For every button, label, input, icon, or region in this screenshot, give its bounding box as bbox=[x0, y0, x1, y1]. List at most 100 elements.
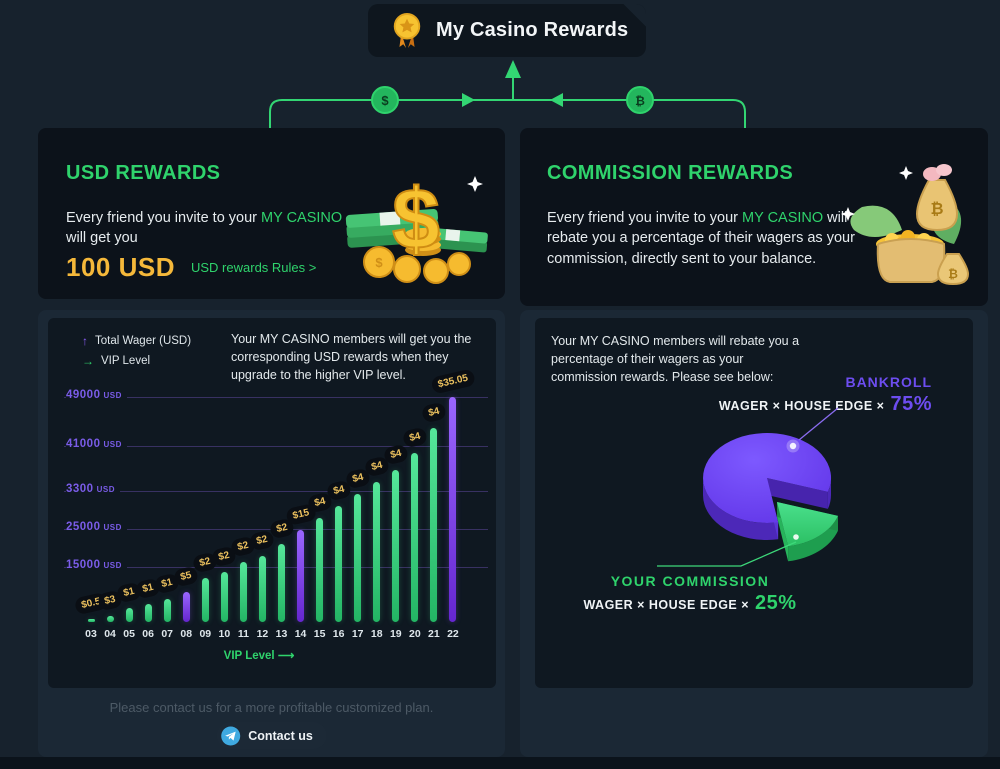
slice-highlight-dot bbox=[789, 442, 797, 450]
sparkle-icon bbox=[841, 207, 855, 221]
gridline: 3300 USD bbox=[64, 483, 488, 495]
wager-bar-15 bbox=[316, 518, 324, 622]
x-axis-tick: 18 bbox=[370, 628, 383, 640]
x-axis-tick: 06 bbox=[142, 628, 154, 640]
bankroll-label-block: BANKROLL WAGER × HOUSE EDGE × 75% bbox=[719, 374, 932, 416]
commission-rewards-card: COMMISSION REWARDS Every friend you invi… bbox=[520, 128, 988, 306]
commission-chart-panel: Your MY CASINO members will rebate you a… bbox=[535, 318, 973, 688]
contact-button-label: Contact us bbox=[248, 728, 313, 743]
up-arrow-icon: ↑ bbox=[82, 334, 88, 348]
legend-label: VIP Level bbox=[101, 355, 151, 367]
gridline: 49000 USD bbox=[64, 389, 488, 401]
y-axis-tick: 15000 USD bbox=[66, 559, 127, 571]
x-axis-tick: 22 bbox=[447, 628, 459, 640]
page-bottom-strip bbox=[0, 757, 1000, 769]
bankroll-percentage: 75% bbox=[890, 393, 932, 415]
y-axis-tick: 3300 USD bbox=[66, 483, 120, 495]
wager-bar-08 bbox=[182, 592, 190, 622]
legend-item-total-wager: ↑ Total Wager (USD) bbox=[82, 334, 191, 348]
formula-text: WAGER × HOUSE EDGE × bbox=[718, 399, 885, 413]
page-title: My Casino Rewards bbox=[436, 19, 629, 41]
contact-us-button[interactable]: Contact us bbox=[216, 722, 327, 749]
svg-text:₿: ₿ bbox=[930, 200, 943, 218]
x-axis-tick: 04 bbox=[104, 628, 116, 640]
desc-text: Every friend you invite to your bbox=[547, 210, 743, 226]
x-axis-tick: 10 bbox=[218, 628, 231, 640]
svg-text:$: $ bbox=[375, 255, 383, 270]
up-arrowhead-icon bbox=[505, 60, 521, 78]
usd-rewards-rules-link[interactable]: USD rewards Rules > bbox=[191, 260, 317, 275]
wager-bar-22 bbox=[449, 397, 457, 622]
x-axis-tick: 03 bbox=[85, 628, 97, 640]
x-axis-tick: 07 bbox=[161, 628, 174, 640]
bar-value-label: $4 bbox=[420, 401, 448, 424]
y-axis-tick: 41000 USD bbox=[66, 438, 127, 450]
pie-slice-bankroll bbox=[703, 432, 832, 540]
wager-bar-12 bbox=[258, 556, 266, 622]
commission-label-block: YOUR COMMISSION WAGER × HOUSE EDGE × 25% bbox=[555, 573, 825, 615]
bankroll-leader-line bbox=[798, 407, 839, 441]
money-bags-illustration-icon: ₿ ₿ bbox=[841, 164, 970, 286]
commission-rewards-description: Every friend you invite to your MY CASIN… bbox=[547, 208, 867, 269]
y-axis-tick: 25000 USD bbox=[66, 521, 127, 533]
bankroll-title: BANKROLL bbox=[845, 374, 932, 390]
commission-chart-description: Your MY CASINO members will rebate you a… bbox=[551, 334, 800, 385]
desc-text: will get you bbox=[66, 230, 138, 247]
wager-bar-11 bbox=[239, 562, 247, 622]
x-axis-tick: 12 bbox=[256, 628, 269, 640]
x-axis-tick: 20 bbox=[409, 628, 421, 640]
sparkle-icon bbox=[899, 166, 913, 180]
formula-text: WAGER × HOUSE EDGE × bbox=[583, 598, 750, 612]
commission-title: YOUR COMMISSION bbox=[610, 573, 770, 589]
wager-bar-04 bbox=[106, 616, 114, 622]
wager-bar-16 bbox=[335, 506, 343, 622]
x-axis-tick: 17 bbox=[351, 628, 364, 640]
y-axis-tick: 49000 USD bbox=[66, 389, 127, 401]
brand-name: MY CASINO bbox=[742, 210, 824, 226]
brand-name: MY CASINO bbox=[261, 210, 343, 226]
x-axis-tick: 11 bbox=[237, 628, 249, 640]
usd-chart-card: ↑ Total Wager (USD) → VIP Level Your MY … bbox=[38, 310, 505, 757]
desc-text: will rebate you a percentage of their wa… bbox=[547, 210, 855, 267]
wager-bar-05 bbox=[125, 608, 133, 622]
right-arrow-icon: ⟶ bbox=[277, 650, 294, 662]
dollar-coin-icon: $ bbox=[371, 86, 399, 114]
wager-bar-21 bbox=[430, 428, 438, 622]
wager-bar-10 bbox=[220, 572, 228, 622]
wager-bar-20 bbox=[411, 453, 419, 622]
usd-reward-amount: 100 USD bbox=[66, 252, 175, 282]
wager-bar-19 bbox=[392, 470, 400, 622]
usd-rewards-card: USD REWARDS Every friend you invite to y… bbox=[38, 128, 505, 299]
wager-bar-18 bbox=[373, 482, 381, 622]
commission-pie-chart bbox=[657, 407, 839, 567]
x-axis-tick: 21 bbox=[428, 628, 440, 640]
telegram-icon bbox=[220, 726, 240, 745]
bankroll-formula: WAGER × HOUSE EDGE × 75% bbox=[719, 393, 932, 416]
usd-rewards-description: Every friend you invite to your MY CASIN… bbox=[66, 208, 366, 249]
right-arrow-icon: → bbox=[82, 354, 94, 368]
usd-rewards-title: USD REWARDS bbox=[66, 162, 221, 184]
x-axis-tick: 08 bbox=[180, 628, 193, 640]
connector-lines: $ ₿ bbox=[269, 60, 746, 128]
wager-bar-03 bbox=[87, 619, 95, 622]
wager-bar-13 bbox=[278, 544, 285, 622]
medal-icon bbox=[393, 12, 421, 48]
x-axis-tick: 19 bbox=[389, 628, 402, 640]
dollar-money-illustration-icon: $ $ bbox=[345, 171, 488, 284]
chart-legend: ↑ Total Wager (USD) → VIP Level bbox=[82, 334, 191, 374]
pie-slice-commission bbox=[777, 502, 838, 562]
wager-bar-09 bbox=[201, 578, 209, 622]
right-arrowhead-icon bbox=[462, 93, 475, 107]
wager-bar-14 bbox=[297, 530, 305, 622]
contact-note: Please contact us for a more profitable … bbox=[109, 700, 434, 715]
svg-text:₿: ₿ bbox=[948, 267, 958, 281]
gridline: 15000 USD bbox=[64, 559, 488, 571]
x-axis-label: VIP Level ⟶ bbox=[223, 650, 295, 662]
usd-bar-plot: 49000 USD 41000 USD 3300 USD 25000 USD 15000 USD $… bbox=[64, 368, 488, 622]
sparkle-icon bbox=[467, 176, 483, 192]
x-axis-tick: 13 bbox=[275, 628, 288, 640]
wager-bar-07 bbox=[163, 599, 171, 622]
svg-text:$: $ bbox=[392, 172, 440, 268]
slice-highlight-dot bbox=[793, 534, 799, 540]
svg-text:₿: ₿ bbox=[635, 94, 645, 108]
